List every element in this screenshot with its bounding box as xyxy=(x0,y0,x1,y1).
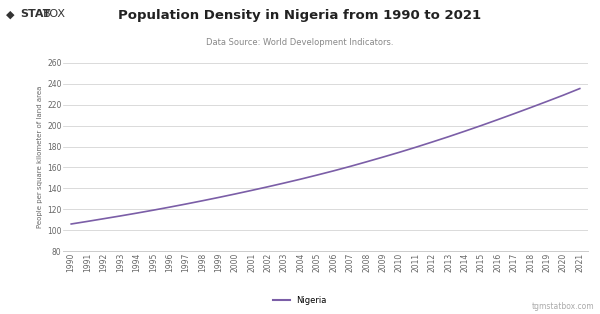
Y-axis label: People per square kilometer of land area: People per square kilometer of land area xyxy=(37,86,43,228)
Text: Population Density in Nigeria from 1990 to 2021: Population Density in Nigeria from 1990 … xyxy=(118,9,482,22)
Text: ◆: ◆ xyxy=(6,9,14,19)
Text: STAT: STAT xyxy=(20,9,50,19)
Text: Data Source: World Development Indicators.: Data Source: World Development Indicator… xyxy=(206,38,394,47)
Legend: Nigeria: Nigeria xyxy=(270,293,330,308)
Text: BOX: BOX xyxy=(43,9,66,19)
Text: tgmstatbox.com: tgmstatbox.com xyxy=(532,302,594,311)
